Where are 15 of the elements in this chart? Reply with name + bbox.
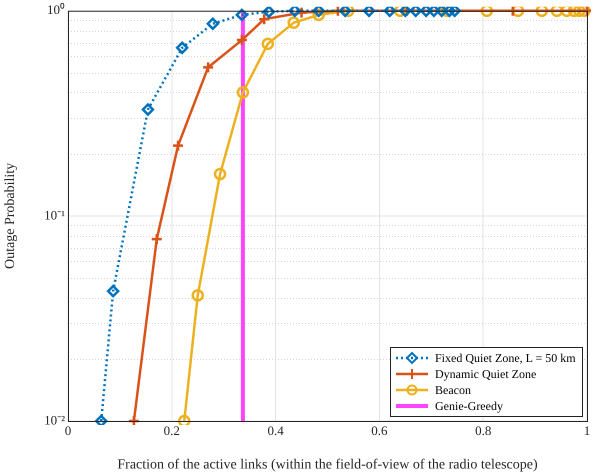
x-tick-label: 0.8 <box>475 423 492 438</box>
legend-label: Beacon <box>435 382 471 398</box>
legend-label: Genie-Greedy <box>435 398 503 414</box>
x-tick-label: 0.2 <box>164 423 180 438</box>
legend-label: Dynamic Quiet Zone <box>435 366 536 382</box>
x-tick-label: 0.6 <box>371 423 388 438</box>
x-tick-label: 0.4 <box>267 423 284 438</box>
y-tick-label: 10⁻¹ <box>44 207 66 222</box>
y-tick-label: 10⁰ <box>47 2 65 18</box>
y-axis-title: Outage Probability <box>3 162 18 269</box>
x-tick-label: 1 <box>584 423 590 438</box>
x-axis-title: Fraction of the active links (within the field-of-view of the radio telescope) <box>117 457 538 472</box>
legend-label: Fixed Quiet Zone, L = 50 km <box>435 350 576 366</box>
x-tick-label: 0 <box>64 423 72 438</box>
y-tick-label: 10⁻² <box>44 412 66 428</box>
